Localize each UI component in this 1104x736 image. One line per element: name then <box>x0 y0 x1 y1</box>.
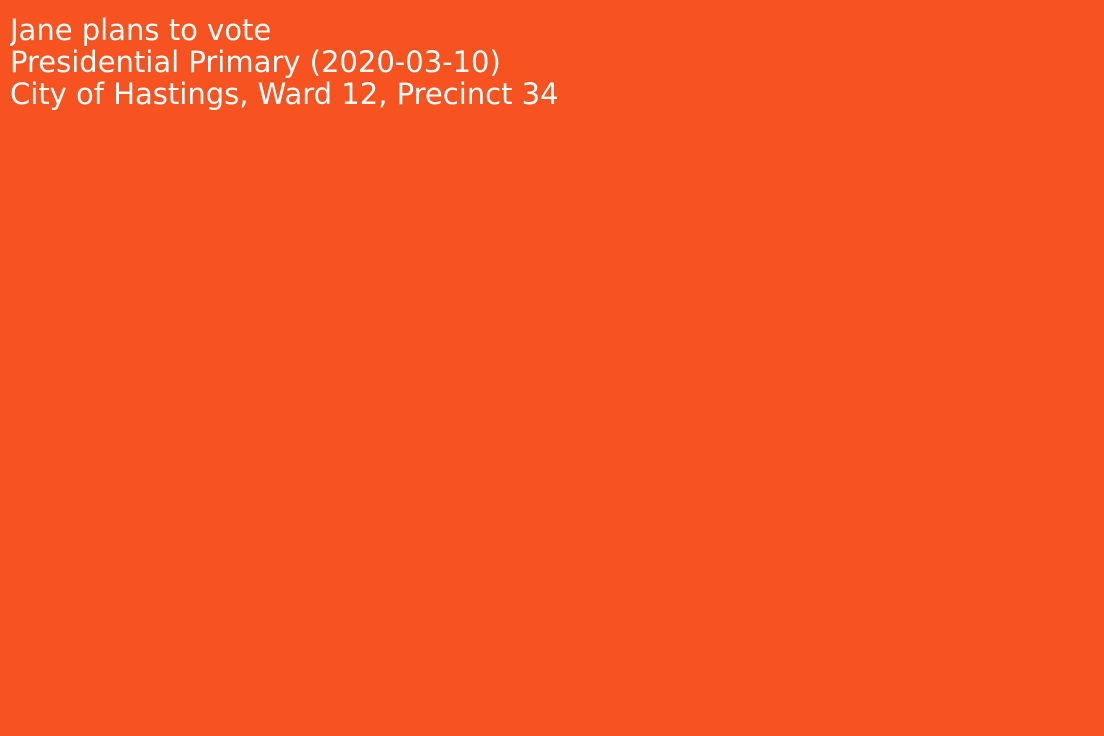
election-name: Presidential Primary (2020-03-10) <box>10 46 501 78</box>
voter-plan-headline: Jane plans to vote <box>10 14 272 46</box>
voting-plan-text: Jane plans to vote Presidential Primary … <box>10 14 1090 110</box>
precinct-location: City of Hastings, Ward 12, Precinct 34 <box>10 78 559 110</box>
